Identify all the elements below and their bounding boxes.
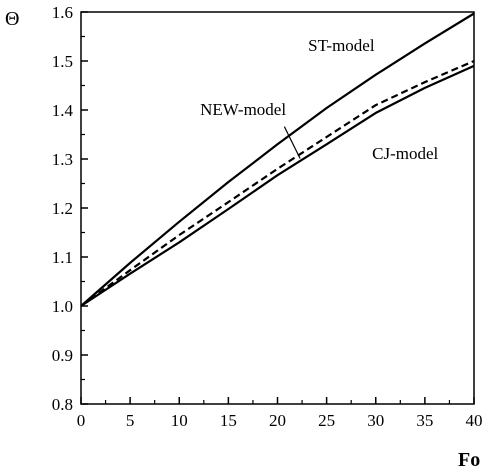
axis-tick-labels: 0 5 10 15 20 25 30 35 40 0.8 0.9 1.0 1.1 1.2 1.3 1.4 1.5… [52, 3, 483, 430]
y-tick-label: 0.9 [52, 346, 73, 365]
x-tick-label: 25 [318, 411, 335, 430]
x-tick-label: 5 [126, 411, 135, 430]
annotation-leader-line [283, 126, 301, 159]
series-annotation: ST-model [308, 36, 375, 55]
x-tick-label: 0 [77, 411, 86, 430]
series-annotation: NEW-model [200, 100, 286, 119]
chart-annotations: ST-model NEW-model CJ-model [200, 36, 438, 163]
x-tick-label: 35 [416, 411, 433, 430]
y-tick-label: 1.2 [52, 199, 73, 218]
y-axis-title: Θ [5, 8, 19, 30]
x-tick-label: 20 [269, 411, 286, 430]
x-tick-label: 15 [220, 411, 237, 430]
x-tick-label: 30 [367, 411, 384, 430]
y-tick-label: 1.5 [52, 52, 73, 71]
y-tick-label: 1.6 [52, 3, 73, 22]
y-tick-label: 1.4 [52, 101, 74, 120]
x-axis-title: Fo [458, 449, 480, 471]
series-annotation: CJ-model [372, 144, 438, 163]
y-tick-label: 1.1 [52, 248, 73, 267]
x-tick-label: 10 [171, 411, 188, 430]
x-tick-label: 40 [466, 411, 483, 430]
series-line-cj-model [80, 64, 475, 307]
axis-ticks [80, 11, 475, 405]
y-tick-label: 1.0 [52, 297, 73, 316]
chart-marks [80, 12, 475, 307]
plot-frame [80, 11, 475, 405]
y-tick-label: 1.3 [52, 150, 73, 169]
series-line-new-model [80, 59, 475, 307]
series-line-st-model [80, 12, 475, 307]
y-tick-label: 0.8 [52, 395, 73, 414]
